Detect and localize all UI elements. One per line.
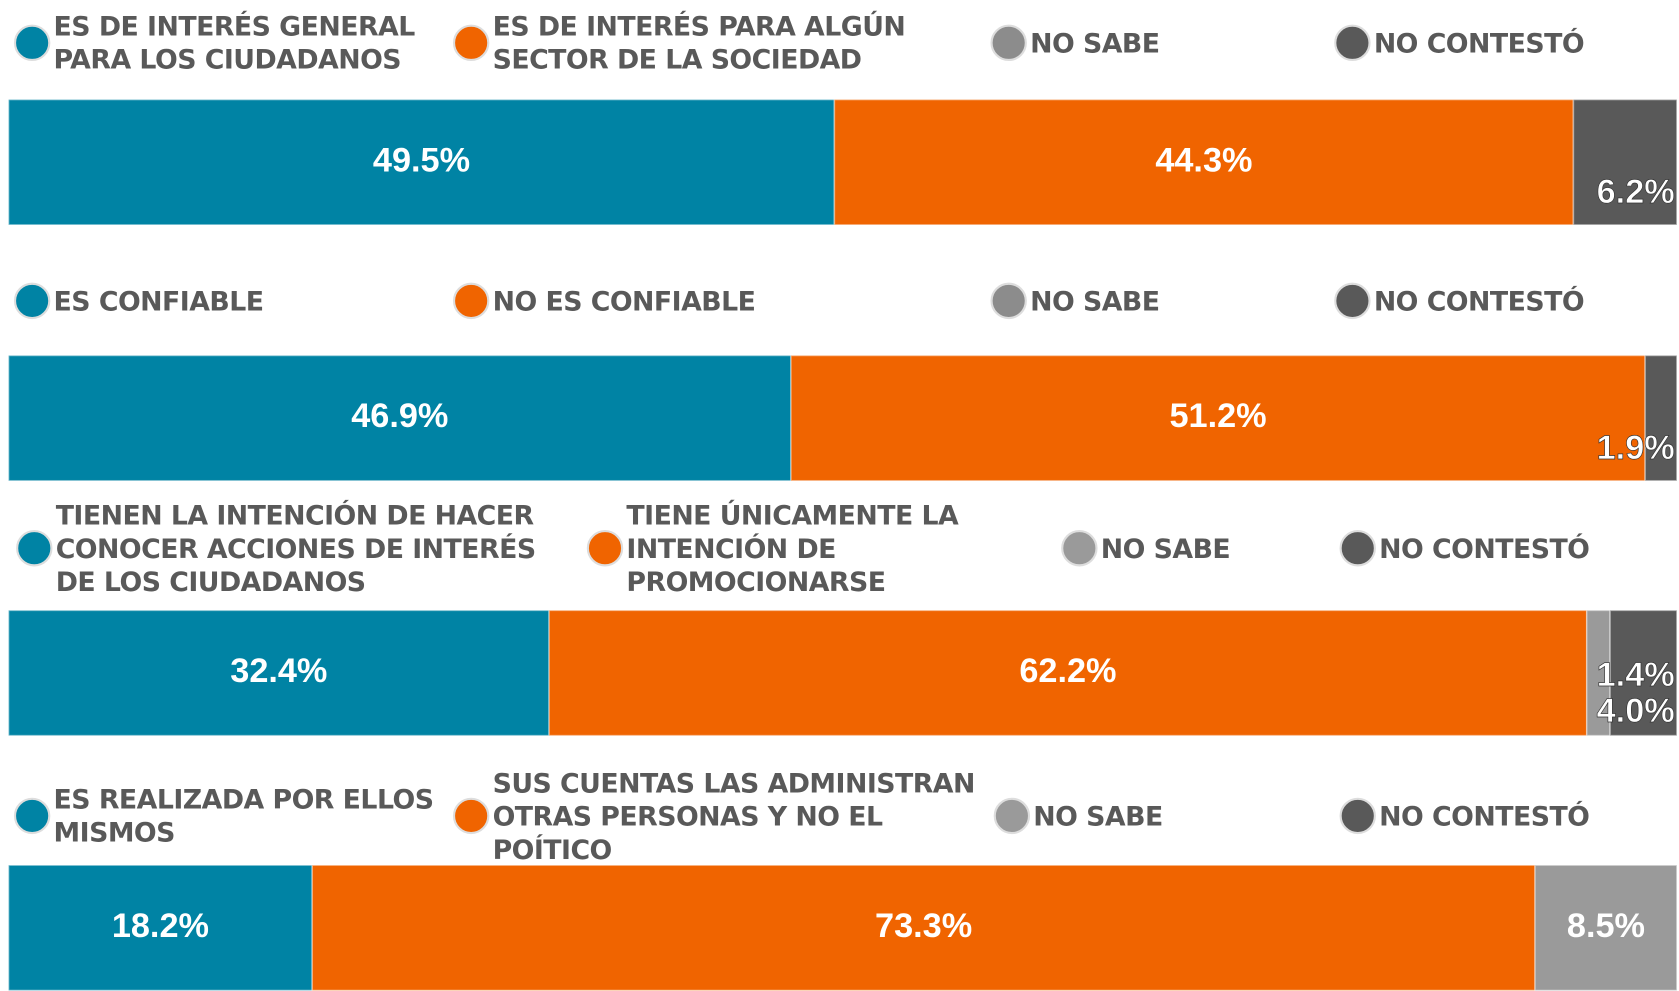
legend-marker <box>990 24 1027 62</box>
value-label: 44.3% <box>1155 141 1252 179</box>
value-label: 73.3% <box>875 907 972 945</box>
bar-segment <box>311 864 1536 991</box>
legend-item: NO CONTESTÓ <box>1373 27 1585 59</box>
legend-label: ES REALIZADA POR ELLOS MISMOS <box>53 783 434 849</box>
bar-segment <box>7 354 792 482</box>
legend-marker <box>16 530 53 567</box>
legend-item: NO SABE <box>1100 532 1231 564</box>
legend-item: ES DE INTERÉS GENERAL PARA LOS CIUDADANO… <box>53 10 416 75</box>
legend-label: NO CONTESTÓ <box>1373 27 1585 59</box>
value-label: 46.9% <box>351 397 448 435</box>
legend-item: NO SABE <box>1030 285 1160 317</box>
legend-label: NO CONTESTÓ <box>1379 800 1590 832</box>
legend-marker <box>13 797 51 835</box>
legend-label: SUS CUENTAS LAS ADMINISTRAN OTRAS PERSON… <box>492 767 976 865</box>
legend-label: NO SABE <box>1100 532 1231 564</box>
bar-segment <box>7 609 550 737</box>
value-label: 51.2% <box>1170 397 1267 435</box>
legend-marker <box>1061 530 1098 567</box>
bar-segment <box>548 609 1588 737</box>
legend-marker <box>990 282 1027 320</box>
bar-segment <box>7 864 314 991</box>
value-label: 18.2% <box>112 907 209 945</box>
value-label: 1.9% <box>1597 429 1675 467</box>
bar-segment <box>833 98 1575 226</box>
legend-marker <box>1339 797 1376 835</box>
legend-item: NO CONTESTÓ <box>1373 285 1585 317</box>
legend-item: ES DE INTERÉS PARA ALGÚN SECTOR DE LA SO… <box>492 10 906 75</box>
legend-item: NO CONTESTÓ <box>1379 532 1590 564</box>
legend-item: SUS CUENTAS LAS ADMINISTRAN OTRAS PERSON… <box>492 767 976 865</box>
legend-item: NO ES CONFIABLE <box>492 285 756 317</box>
legend-label: ES CONFIABLE <box>53 285 265 317</box>
legend-item: NO SABE <box>1033 800 1163 832</box>
legend-marker <box>452 797 490 835</box>
value-label: 6.2% <box>1597 173 1675 211</box>
legend-marker <box>586 530 624 567</box>
legend-item: TIENE ÚNICAMENTE LA INTENCIÓN DE PROMOCI… <box>626 499 959 597</box>
legend-label: NO ES CONFIABLE <box>492 285 756 317</box>
legend-label: NO CONTESTÓ <box>1373 285 1585 317</box>
legend-marker <box>1339 530 1376 567</box>
value-label: 8.5% <box>1567 907 1645 945</box>
legend-marker <box>13 282 51 320</box>
bar-segment <box>7 98 836 226</box>
legend-label: ES DE INTERÉS GENERAL PARA LOS CIUDADANO… <box>53 10 416 75</box>
legend-item: TIENEN LA INTENCIÓN DE HACER CONOCER ACC… <box>55 499 536 597</box>
bar-segment <box>790 354 1646 482</box>
legend-item: NO CONTESTÓ <box>1379 800 1590 832</box>
legend-marker <box>993 797 1031 835</box>
value-label: 49.5% <box>373 141 470 179</box>
legend-marker <box>1334 24 1371 62</box>
legend-label: NO SABE <box>1030 27 1160 59</box>
value-label: 4.0% <box>1597 692 1675 730</box>
value-label: 62.2% <box>1019 652 1116 690</box>
legend-label: NO CONTESTÓ <box>1379 532 1590 564</box>
legend-marker <box>452 282 490 320</box>
bar-segment <box>1534 864 1678 991</box>
legend-label: TIENEN LA INTENCIÓN DE HACER CONOCER ACC… <box>55 499 536 597</box>
bar-segment <box>1609 609 1678 737</box>
bar-segment <box>1644 354 1678 482</box>
legend-label: TIENE ÚNICAMENTE LA INTENCIÓN DE PROMOCI… <box>626 499 959 597</box>
value-label: 1.4% <box>1597 656 1675 694</box>
legend-label: NO SABE <box>1033 800 1163 832</box>
legend-label: NO SABE <box>1030 285 1160 317</box>
legend-item: ES REALIZADA POR ELLOS MISMOS <box>53 783 434 849</box>
legend-marker <box>13 24 51 62</box>
legend-marker <box>452 24 490 62</box>
legend-label: ES DE INTERÉS PARA ALGÚN SECTOR DE LA SO… <box>492 10 906 75</box>
value-label: 32.4% <box>230 652 327 690</box>
legend-item: ES CONFIABLE <box>53 285 265 317</box>
legend-item: NO SABE <box>1030 27 1160 59</box>
bar-segment <box>1572 98 1678 226</box>
legend-marker <box>1334 282 1371 320</box>
